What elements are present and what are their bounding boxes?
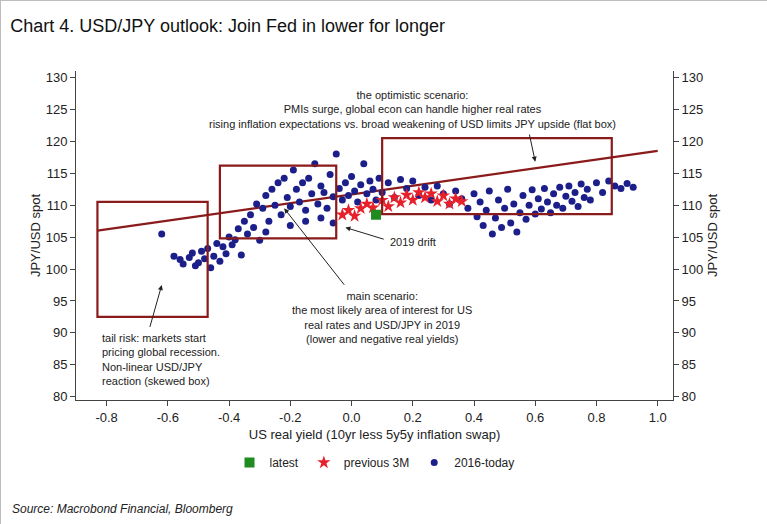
- svg-text:85: 85: [682, 357, 696, 372]
- svg-text:0.0: 0.0: [343, 410, 361, 425]
- svg-text:85: 85: [53, 357, 67, 372]
- svg-text:US real yield (10yr less 5y5y: US real yield (10yr less 5y5y inflation …: [249, 427, 500, 442]
- svg-text:2019 drift: 2019 drift: [390, 236, 436, 248]
- svg-text:0.4: 0.4: [465, 410, 483, 425]
- svg-text:105: 105: [46, 230, 68, 245]
- svg-text:95: 95: [682, 294, 696, 309]
- svg-text:-0.4: -0.4: [218, 410, 240, 425]
- svg-text:100: 100: [682, 262, 704, 277]
- svg-text:95: 95: [53, 294, 67, 309]
- svg-text:130: 130: [46, 70, 68, 85]
- svg-text:tail risk: markets startpricin: tail risk: markets startpricing global r…: [102, 332, 220, 387]
- svg-text:0.2: 0.2: [404, 410, 422, 425]
- svg-text:105: 105: [682, 230, 704, 245]
- svg-text:main scenario:the most likely: main scenario:the most likely area of in…: [292, 290, 472, 345]
- svg-text:125: 125: [46, 102, 68, 117]
- svg-text:115: 115: [47, 166, 68, 181]
- svg-text:120: 120: [682, 134, 704, 149]
- svg-text:JPY/USD spot: JPY/USD spot: [28, 194, 43, 277]
- svg-text:90: 90: [53, 325, 67, 340]
- svg-text:80: 80: [53, 389, 67, 404]
- svg-text:previous 3M: previous 3M: [344, 456, 409, 470]
- svg-text:2016-today: 2016-today: [454, 456, 514, 470]
- svg-text:the optimistic scenario:PMIs s: the optimistic scenario:PMIs surge, glob…: [209, 89, 616, 130]
- svg-text:80: 80: [682, 389, 696, 404]
- svg-text:JPY/USD spot: JPY/USD spot: [705, 194, 720, 277]
- svg-text:latest: latest: [270, 456, 299, 470]
- svg-text:125: 125: [682, 102, 704, 117]
- svg-text:Chart 4. USD/JPY outlook: Join: Chart 4. USD/JPY outlook: Join Fed in lo…: [10, 16, 445, 36]
- svg-text:-0.2: -0.2: [279, 410, 301, 425]
- svg-text:115: 115: [682, 166, 703, 181]
- svg-text:110: 110: [682, 198, 703, 213]
- svg-text:-0.6: -0.6: [157, 410, 179, 425]
- svg-text:0.6: 0.6: [526, 410, 544, 425]
- svg-text:90: 90: [682, 325, 696, 340]
- svg-text:-0.8: -0.8: [95, 410, 117, 425]
- svg-text:Source: Macrobond Financial, B: Source: Macrobond Financial, Bloomberg: [12, 502, 233, 516]
- svg-text:110: 110: [47, 198, 68, 213]
- svg-text:120: 120: [46, 134, 68, 149]
- svg-text:100: 100: [46, 262, 68, 277]
- svg-text:1.0: 1.0: [649, 410, 667, 425]
- svg-text:0.8: 0.8: [587, 410, 605, 425]
- svg-text:130: 130: [682, 70, 704, 85]
